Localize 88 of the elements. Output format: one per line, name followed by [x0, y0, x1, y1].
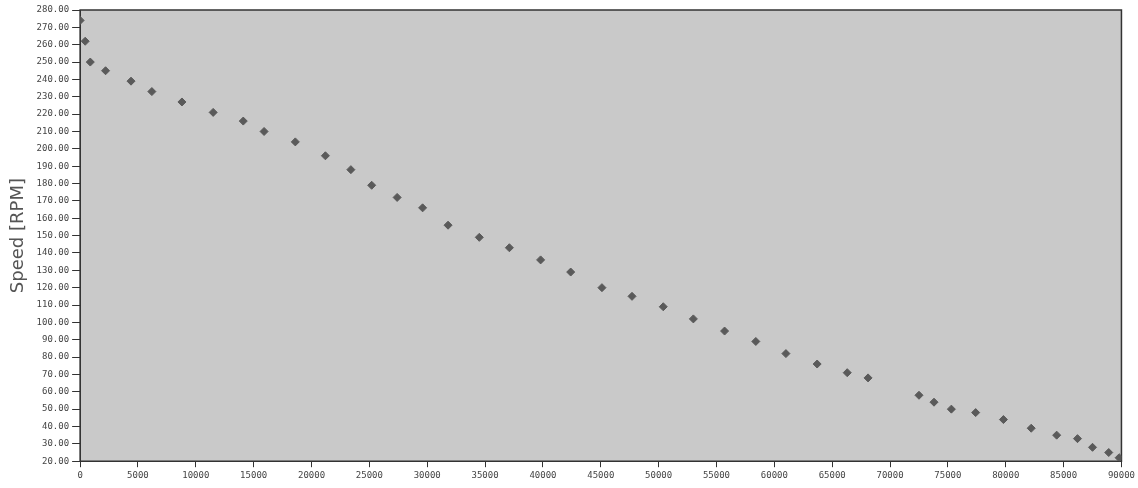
point: [1114, 453, 1122, 462]
x-tick-label: 50000: [645, 469, 673, 480]
point: [1072, 434, 1082, 444]
y-tick-label: 220.00: [36, 108, 70, 119]
y-tick-label: 170.00: [36, 195, 70, 206]
point: [177, 97, 187, 107]
x-tick-label: 10000: [182, 469, 210, 480]
x-tick-label: 80000: [992, 469, 1020, 480]
y-tick-label: 110.00: [36, 299, 70, 310]
point: [290, 137, 300, 147]
point: [971, 408, 981, 418]
y-tick-label: 70.00: [42, 368, 70, 379]
y-tick-label: 160.00: [36, 212, 70, 223]
x-tick-label: 20000: [297, 469, 326, 480]
x-tick-label: 35000: [471, 469, 499, 480]
y-tick-label: 240.00: [36, 73, 70, 84]
point: [929, 397, 939, 407]
point: [80, 36, 90, 46]
point: [566, 267, 576, 277]
point: [101, 66, 111, 76]
point: [720, 326, 730, 336]
point: [367, 180, 377, 190]
point: [392, 192, 402, 202]
point: [914, 390, 924, 400]
y-tick-label: 210.00: [36, 125, 70, 136]
x-tick-label: 0: [77, 469, 83, 480]
point: [85, 57, 95, 67]
point: [208, 107, 218, 117]
y-tick-label: 90.00: [42, 334, 70, 345]
y-tick-label: 60.00: [42, 386, 70, 397]
point: [1052, 430, 1062, 440]
point: [1026, 423, 1036, 433]
y-tick-label: 150.00: [36, 229, 70, 240]
y-tick-label: 40.00: [42, 420, 70, 431]
point: [443, 220, 453, 230]
y-tick-label: 260.00: [36, 39, 70, 50]
x-tick-label: 40000: [529, 469, 557, 480]
point: [536, 255, 546, 265]
point: [597, 283, 607, 293]
point: [320, 151, 330, 161]
x-tick-label: 90000: [1107, 469, 1135, 480]
point: [238, 116, 248, 126]
point: [627, 291, 637, 301]
point: [812, 359, 822, 369]
y-axis-title: Speed [RPM]: [6, 178, 28, 294]
point: [126, 76, 136, 86]
point: [474, 232, 484, 242]
point: [751, 336, 761, 346]
y-tick-label: 140.00: [36, 247, 70, 258]
x-tick-label: 25000: [355, 469, 383, 480]
y-tick-label: 120.00: [36, 282, 70, 293]
x-tick-label: 60000: [760, 469, 788, 480]
y-tick-label: 280.00: [36, 4, 70, 15]
point: [147, 87, 157, 97]
point: [1104, 448, 1114, 458]
point: [346, 165, 356, 175]
y-tick-label: 200.00: [36, 143, 70, 154]
x-tick-label: 5000: [127, 469, 149, 480]
y-tick-label: 230.00: [36, 91, 70, 102]
x-tick-label: 70000: [876, 469, 904, 480]
point: [418, 203, 428, 213]
y-tick-label: 190.00: [36, 160, 70, 171]
x-tick-label: 55000: [702, 469, 731, 480]
x-tick-label: 75000: [934, 469, 962, 480]
point: [658, 302, 668, 312]
y-tick-label: 20.00: [42, 455, 70, 466]
y-tick-label: 80.00: [42, 351, 70, 362]
point: [504, 243, 514, 253]
y-tick-label: 250.00: [36, 56, 70, 67]
x-tick-label: 30000: [413, 469, 441, 480]
point: [259, 126, 269, 136]
x-tick-label: 85000: [1050, 469, 1078, 480]
point: [863, 373, 873, 383]
point: [1088, 442, 1098, 452]
point: [946, 404, 956, 414]
y-tick-label: 180.00: [36, 177, 70, 188]
point: [781, 349, 791, 359]
x-tick-label: 45000: [587, 469, 615, 480]
point: [998, 415, 1008, 425]
y-tick-label: 270.00: [36, 21, 70, 32]
point: [688, 314, 698, 324]
y-tick-label: 30.00: [42, 438, 70, 449]
point: [842, 368, 852, 378]
y-tick-label: 50.00: [42, 403, 70, 414]
x-tick-label: 15000: [240, 469, 268, 480]
x-tick-label: 65000: [818, 469, 846, 480]
y-tick-label: 100.00: [36, 316, 70, 327]
y-tick-label: 130.00: [36, 264, 70, 275]
